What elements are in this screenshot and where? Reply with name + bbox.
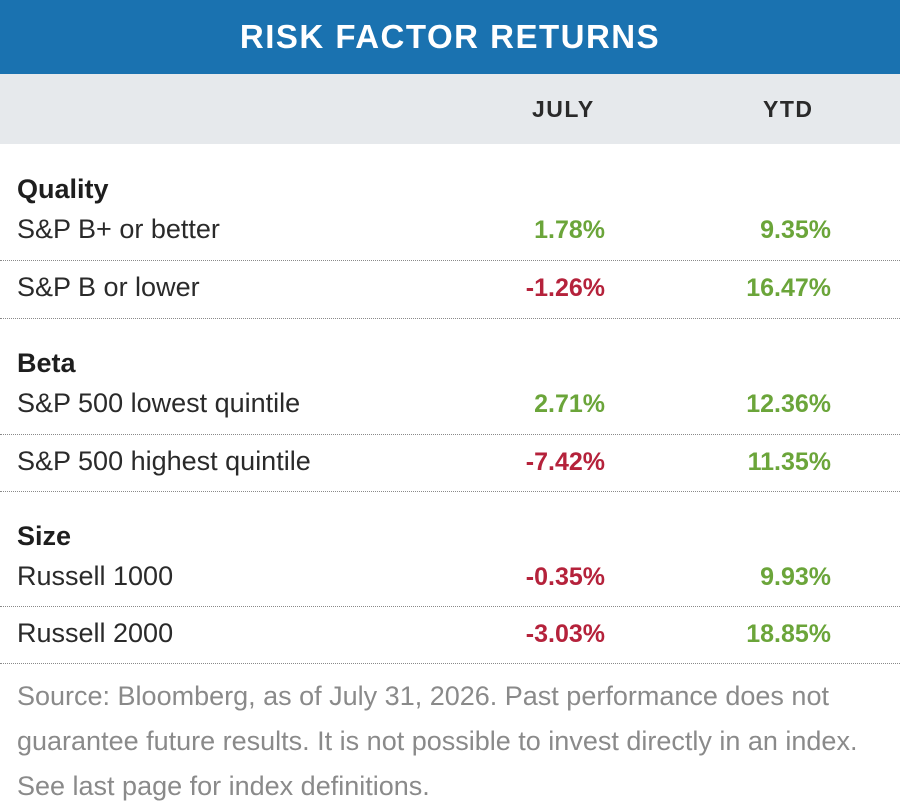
- table-row: Russell 1000 -0.35% 9.93%: [0, 561, 900, 601]
- row-label: Russell 2000: [17, 618, 174, 648]
- group-title-size: Size: [17, 521, 72, 551]
- ytd-value: 11.35%: [747, 448, 831, 476]
- ytd-value: 9.35%: [760, 216, 831, 244]
- source-note: Source: Bloomberg, as of July 31, 2026. …: [17, 681, 858, 801]
- row-divider: [0, 434, 900, 435]
- july-value: 2.71%: [534, 390, 605, 418]
- column-header-row: JULY YTD: [0, 74, 900, 144]
- row-label: S&P 500 lowest quintile: [17, 388, 301, 418]
- table-row: S&P B or lower -1.26% 16.47%: [0, 272, 900, 312]
- ytd-value: 12.36%: [746, 390, 831, 418]
- ytd-value: 18.85%: [746, 620, 831, 648]
- july-value: 1.78%: [534, 216, 605, 244]
- row-label: Russell 1000: [17, 561, 174, 591]
- july-value: -7.42%: [525, 448, 605, 476]
- ytd-value: 16.47%: [746, 274, 831, 302]
- july-value: -3.03%: [525, 620, 605, 648]
- july-value: -0.35%: [525, 563, 605, 591]
- table-row: S&P B+ or better 1.78% 9.35%: [0, 214, 900, 254]
- table-row: S&P 500 lowest quintile 2.71% 12.36%: [0, 388, 900, 428]
- table-row: Russell 2000 -3.03% 18.85%: [0, 618, 900, 658]
- table-title: RISK FACTOR RETURNS: [239, 18, 661, 55]
- title-bar: RISK FACTOR RETURNS: [0, 0, 900, 74]
- group-title-beta: Beta: [17, 348, 76, 378]
- row-label: S&P B or lower: [17, 272, 200, 302]
- row-label: S&P 500 highest quintile: [17, 446, 311, 476]
- row-divider: [0, 663, 900, 664]
- column-header-ytd: YTD: [763, 96, 814, 122]
- row-divider: [0, 318, 900, 319]
- column-header-july: JULY: [532, 96, 595, 122]
- table-row: S&P 500 highest quintile -7.42% 11.35%: [0, 446, 900, 486]
- row-divider: [0, 491, 900, 492]
- july-value: -1.26%: [525, 274, 605, 302]
- row-label: S&P B+ or better: [17, 214, 220, 244]
- ytd-value: 9.93%: [760, 563, 831, 591]
- row-divider: [0, 260, 900, 261]
- row-divider: [0, 606, 900, 607]
- group-title-quality: Quality: [17, 174, 109, 204]
